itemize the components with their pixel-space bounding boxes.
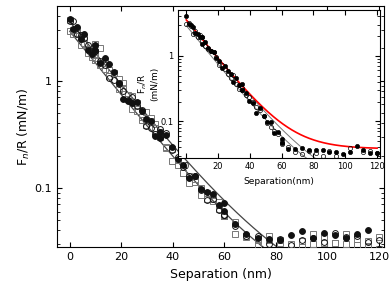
X-axis label: Separation(nm): Separation(nm): [244, 177, 315, 186]
X-axis label: Separation (nm): Separation (nm): [170, 268, 271, 281]
Y-axis label: F$_n$/R (mN/m): F$_n$/R (mN/m): [15, 87, 32, 166]
Y-axis label: F$_n$/R
(mN/m): F$_n$/R (mN/m): [136, 67, 159, 101]
